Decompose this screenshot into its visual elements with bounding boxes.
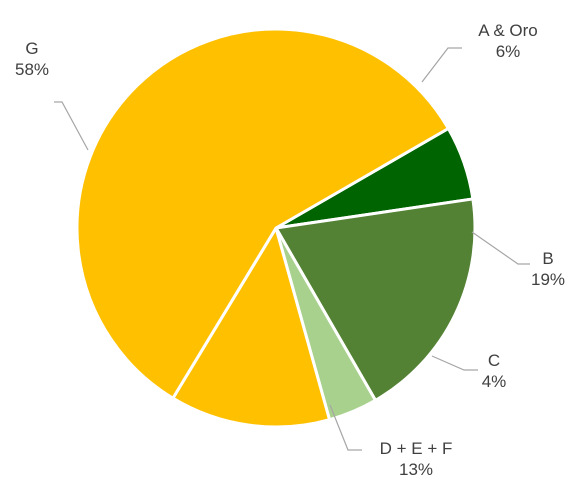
pie-slice-b: [274, 197, 477, 402]
slice-label-b: B 19%: [531, 249, 565, 289]
slice-category: G: [25, 39, 38, 58]
pie-slice-g: [75, 27, 450, 400]
slice-category: D + E + F: [380, 439, 453, 458]
slice-category: B: [542, 249, 553, 268]
slice-percent: 6%: [496, 42, 521, 61]
slice-percent: 58%: [15, 60, 49, 79]
slice-percent: 4%: [482, 372, 507, 391]
slice-category: A & Oro: [478, 21, 538, 40]
leader-line-a-and-oro: [421, 47, 462, 83]
slice-percent: 13%: [399, 460, 433, 479]
slice-label-c: C 4%: [482, 351, 507, 391]
pie-slice-d-e-f: [171, 226, 332, 429]
slice-percent: 19%: [531, 270, 565, 289]
slice-labels: A & Oro 6% B 19% C 4% D + E + F 13% G 58%: [15, 21, 565, 479]
slice-category: C: [488, 351, 500, 370]
leader-line-b: [471, 231, 530, 265]
leader-line-c: [431, 355, 478, 371]
slice-label-a-and-oro: A & Oro 6%: [478, 21, 538, 61]
slice-label-g: G 58%: [15, 39, 49, 79]
leader-line-g: [54, 101, 89, 151]
slice-label-d-e-f: D + E + F 13%: [380, 439, 453, 479]
leader-lines: [54, 47, 530, 451]
leader-line-d-e-f: [329, 404, 362, 451]
pie-slices: [75, 27, 477, 429]
